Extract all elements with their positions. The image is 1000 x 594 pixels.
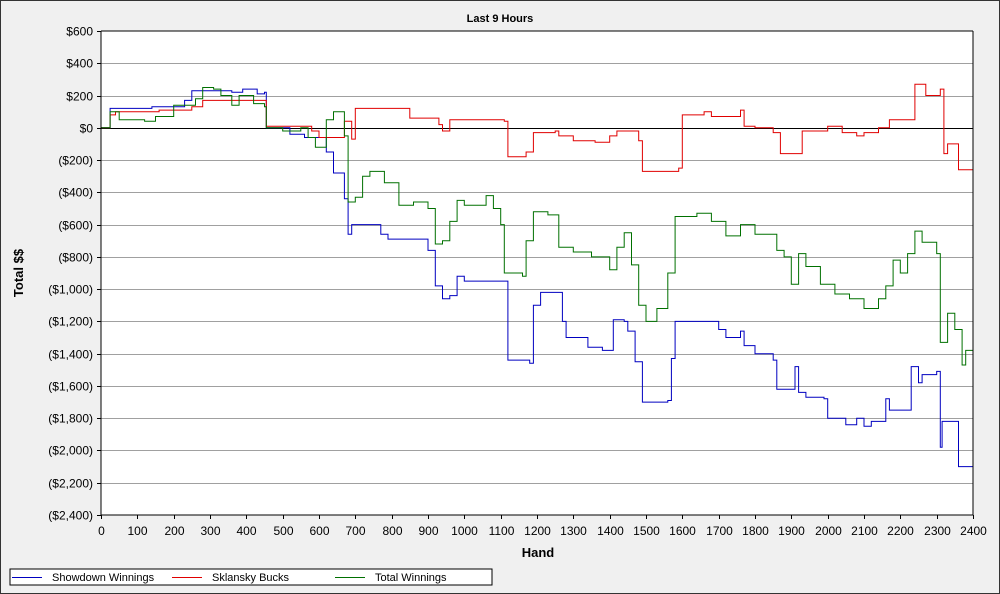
x-tick-label: 2200	[887, 524, 914, 538]
x-tick-label: 0	[98, 524, 105, 538]
plot-area	[101, 31, 973, 515]
y-tick-label: ($1,000)	[48, 283, 93, 297]
y-tick-label: ($2,000)	[48, 444, 93, 458]
legend-label: Total Winnings	[375, 572, 447, 584]
x-tick-label: 100	[127, 524, 147, 538]
x-tick-label: 1500	[633, 524, 660, 538]
x-tick-label: 700	[345, 524, 365, 538]
x-tick-label: 800	[382, 524, 402, 538]
y-axis-label: Total $$	[11, 248, 26, 297]
x-tick-label: 400	[236, 524, 256, 538]
y-tick-label: ($2,400)	[48, 509, 93, 523]
y-tick-label: ($1,400)	[48, 348, 93, 362]
y-tick-label: ($400)	[58, 186, 93, 200]
y-tick-label: $0	[80, 122, 94, 136]
y-tick-label: ($1,800)	[48, 412, 93, 426]
x-tick-label: 500	[273, 524, 293, 538]
y-tick-label: ($800)	[58, 251, 93, 265]
x-tick-label: 600	[309, 524, 329, 538]
series-line-sklansky-bucks	[101, 83, 973, 172]
legend	[9, 568, 493, 586]
x-tick-label: 900	[418, 524, 438, 538]
x-tick-label: 1400	[597, 524, 624, 538]
x-tick-label: 2000	[815, 524, 842, 538]
y-tick-label: ($1,200)	[48, 315, 93, 329]
x-tick-label: 1200	[524, 524, 551, 538]
x-tick-label: 2400	[960, 524, 987, 538]
y-tick-label: ($200)	[58, 154, 93, 168]
x-tick-label: 2300	[924, 524, 951, 538]
y-tick-label: $600	[66, 25, 93, 39]
chart-title: Last 9 Hours	[467, 13, 534, 25]
y-tick-label: ($600)	[58, 219, 93, 233]
x-tick-label: 1300	[560, 524, 587, 538]
x-tick-label: 1800	[742, 524, 769, 538]
x-tick-label: 1000	[451, 524, 478, 538]
x-tick-label: 1700	[706, 524, 733, 538]
y-tick-label: $400	[66, 57, 93, 71]
x-tick-label: 1100	[489, 524, 515, 538]
x-axis-label: Hand	[522, 545, 555, 560]
x-tick-label: 300	[200, 524, 220, 538]
y-tick-label: $200	[66, 90, 93, 104]
x-tick-label: 200	[164, 524, 184, 538]
legend-label: Sklansky Bucks	[212, 572, 290, 584]
y-tick-label: ($2,200)	[48, 477, 93, 491]
x-tick-label: 1600	[669, 524, 696, 538]
y-tick-label: ($1,600)	[48, 380, 93, 394]
series-line-total-winnings	[101, 87, 974, 366]
legend-label: Showdown Winnings	[52, 572, 155, 584]
x-tick-label: 2100	[851, 524, 878, 538]
x-tick-label: 1900	[778, 524, 805, 538]
